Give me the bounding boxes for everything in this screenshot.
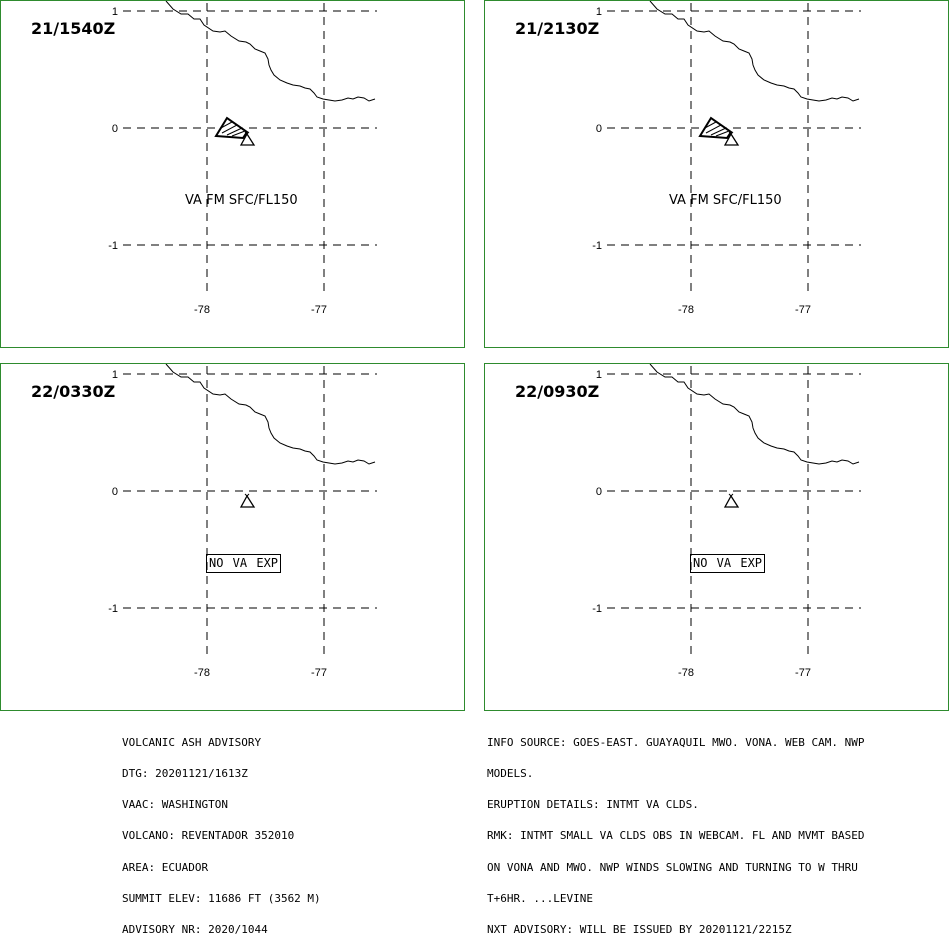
coastline — [165, 1, 376, 102]
longitude-label: -78 — [678, 304, 694, 316]
latitude-label: 0 — [112, 486, 118, 498]
latitude-label: -1 — [108, 603, 118, 615]
map-canvas: 1 0 -1 -78 -77 — [592, 1, 861, 316]
map-panel: 1 0 -1 -78 -77 22/0930Z NO VA EXP — [484, 363, 949, 711]
volcano-icon — [239, 131, 256, 146]
advisory-line: VAAC: WASHINGTON — [122, 798, 228, 812]
latitude-label: 1 — [596, 6, 602, 18]
map-canvas: 1 0 -1 -78 -77 — [108, 1, 377, 316]
latitude-label: -1 — [592, 240, 602, 252]
ash-cloud-polygon — [214, 116, 249, 140]
advisory-line: T+6HR. ...LEVINE — [487, 891, 593, 905]
volcano-icon — [239, 493, 256, 508]
map-panel: 1 0 -1 -78 -77 21/2130Z VA FM SFC/FL150 — [484, 0, 949, 348]
advisory-line: VOLCANIC ASH ADVISORY — [122, 735, 262, 749]
latitude-label: 1 — [112, 6, 118, 18]
longitude-label: -77 — [795, 304, 811, 316]
map-canvas: 1 0 -1 -78 -77 — [592, 364, 861, 679]
longitude-label: -77 — [311, 667, 327, 679]
advisory-line: MODELS. — [487, 767, 534, 781]
latitude-label: 1 — [112, 369, 118, 381]
longitude-label: -78 — [678, 667, 694, 679]
coastline — [165, 364, 376, 465]
advisory-details-right: INFO SOURCE: GOES-EAST. GUAYAQUIL MWO. V… — [487, 717, 865, 946]
advisory-line: NXT ADVISORY: WILL BE ISSUED BY 20201121… — [487, 923, 792, 937]
advisory-header-left: VOLCANIC ASH ADVISORY DTG: 20201121/1613… — [122, 717, 321, 946]
longitude-label: -77 — [311, 304, 327, 316]
forecast-time-label: 21/2130Z — [515, 19, 600, 38]
latitude-label: 0 — [596, 123, 602, 135]
latitude-label: 0 — [596, 486, 602, 498]
advisory-line: RMK: INTMT SMALL VA CLDS OBS IN WEBCAM. … — [487, 829, 865, 843]
coastline — [649, 364, 860, 465]
latitude-label: -1 — [592, 603, 602, 615]
map-panel: 1 0 -1 -78 -77 21/1540Z VA FM SFC/FL150 — [0, 0, 465, 348]
longitude-label: -78 — [194, 304, 210, 316]
va-layer-label: VA FM SFC/FL150 — [185, 193, 298, 208]
advisory-line: ERUPTION DETAILS: INTMT VA CLDS. — [487, 798, 699, 812]
latitude-label: 0 — [112, 123, 118, 135]
coastline — [649, 1, 860, 102]
advisory-line: SUMMIT ELEV: 11686 FT (3562 M) — [122, 891, 321, 905]
map-panel: 1 0 -1 -78 -77 22/0330Z NO VA EXP — [0, 363, 465, 711]
forecast-time-label: 22/0330Z — [31, 382, 116, 401]
longitude-label: -78 — [194, 667, 210, 679]
advisory-line: ON VONA AND MWO. NWP WINDS SLOWING AND T… — [487, 860, 858, 874]
volcano-icon — [723, 131, 740, 146]
advisory-line: DTG: 20201121/1613Z — [122, 767, 248, 781]
latitude-label: -1 — [108, 240, 118, 252]
map-canvas: 1 0 -1 -78 -77 — [108, 364, 377, 679]
advisory-line: VOLCANO: REVENTADOR 352010 — [122, 829, 295, 843]
va-layer-label: VA FM SFC/FL150 — [669, 193, 782, 208]
advisory-line: INFO SOURCE: GOES-EAST. GUAYAQUIL MWO. V… — [487, 735, 865, 749]
longitude-label: -77 — [795, 667, 811, 679]
va-layer-label: NO VA EXP — [690, 554, 766, 573]
latitude-label: 1 — [596, 369, 602, 381]
forecast-time-label: 21/1540Z — [31, 19, 116, 38]
forecast-time-label: 22/0930Z — [515, 382, 600, 401]
volcano-icon — [723, 493, 740, 508]
ash-cloud-polygon — [698, 116, 733, 140]
va-layer-label: NO VA EXP — [206, 554, 282, 573]
advisory-line: ADVISORY NR: 2020/1044 — [122, 923, 268, 937]
advisory-line: AREA: ECUADOR — [122, 860, 209, 874]
